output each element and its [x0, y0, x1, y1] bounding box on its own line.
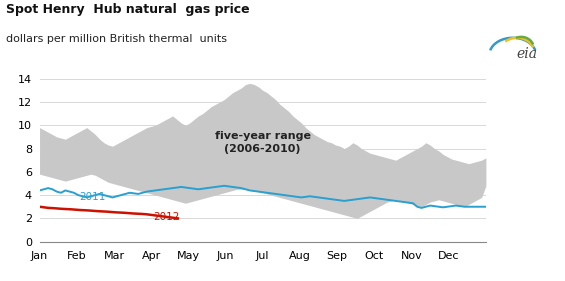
Text: 2012: 2012 [153, 212, 180, 223]
Text: dollars per million British thermal  units: dollars per million British thermal unit… [6, 34, 227, 44]
Text: Spot Henry  Hub natural  gas price: Spot Henry Hub natural gas price [6, 3, 249, 16]
Text: eia: eia [516, 47, 538, 61]
Text: five-year range
(2006-2010): five-year range (2006-2010) [215, 131, 311, 154]
Text: 2011: 2011 [79, 192, 105, 202]
